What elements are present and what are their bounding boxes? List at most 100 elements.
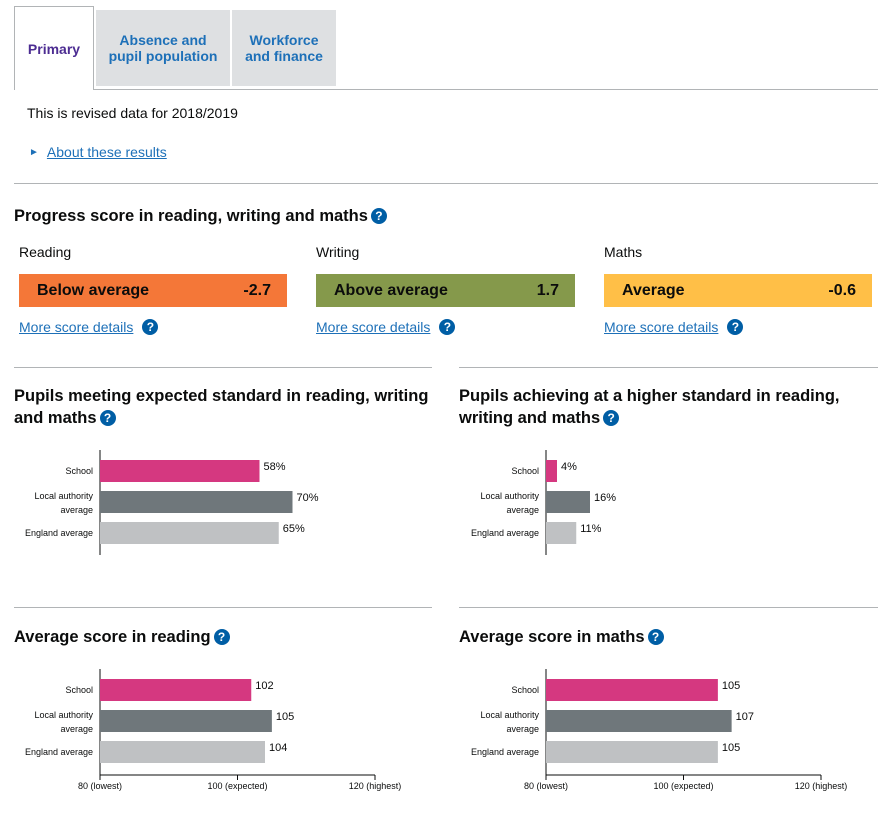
section-divider (14, 367, 432, 368)
section-divider (14, 607, 432, 608)
tab-absence-and-pupil-population[interactable]: Absence and pupil population (96, 10, 230, 86)
tab-primary-label: Primary (27, 40, 81, 57)
reading-score-chart: 80 (lowest) 100 (expected) 120 (highest) 10… (25, 669, 402, 791)
bar-value-label: 105 (276, 711, 294, 723)
bar-value-label: 4% (561, 461, 577, 473)
bar (100, 460, 260, 482)
bar-value-label: 58% (264, 461, 286, 473)
help-icon[interactable]: ? (99, 410, 116, 426)
category-label: England average (471, 747, 539, 757)
progress-maths: Maths Average -0.6 More score details ? (604, 244, 872, 335)
category-label: Local authority (34, 710, 93, 720)
category-label: England average (25, 528, 93, 538)
maths-score-chart: 80 (lowest) 100 (expected) 120 (highest) 10… (471, 669, 848, 791)
bar (546, 460, 557, 482)
x-tick-label: 100 (expected) (207, 781, 267, 791)
progress-subject-label: Maths (604, 244, 643, 260)
revised-data-note: This is revised data for 2018/2019 (27, 105, 238, 121)
bar-value-label: 11% (580, 523, 601, 535)
section-divider (14, 183, 878, 184)
tab-bar: Primary Absence and pupil population Work… (14, 6, 878, 90)
bar-value-label: 102 (255, 680, 273, 692)
bar (546, 522, 577, 544)
expected-standard-title: Pupils meeting expected standard in read… (14, 387, 429, 427)
tab-workforce-label: Workforce and finance (245, 32, 323, 64)
more-score-details-link[interactable]: More score details (604, 319, 719, 335)
about-results-toggle[interactable]: ► About these results (29, 144, 167, 160)
maths-score-title: Average score in maths? (459, 626, 664, 648)
progress-band: Above average (334, 281, 448, 299)
bar-value-label: 70% (297, 492, 319, 504)
category-label: Local authority (34, 491, 93, 501)
category-label: School (65, 685, 93, 695)
tab-bar-divider (14, 89, 878, 90)
tab-absence-label: Absence and pupil population (108, 32, 218, 64)
category-label: average (506, 724, 539, 734)
progress-score-bar: Above average 1.7 (316, 274, 575, 307)
bar (100, 679, 252, 701)
bar (546, 741, 718, 763)
bar-value-label: 16% (594, 492, 616, 504)
progress-title: Progress score in reading, writing and m… (14, 205, 387, 227)
higher-standard-chart: 4% School 16% Local authority average 11% Engl… (471, 450, 616, 555)
help-icon[interactable]: ? (647, 629, 664, 645)
progress-band: Below average (37, 281, 150, 299)
progress-score-bar: Below average -2.7 (19, 274, 287, 307)
progress-band: Average (622, 281, 685, 299)
bar-value-label: 105 (722, 742, 740, 754)
bar (100, 741, 265, 763)
progress-subject-label: Writing (316, 244, 360, 260)
category-label: England average (471, 528, 539, 538)
x-tick-label: 100 (expected) (653, 781, 713, 791)
category-label: School (511, 466, 539, 476)
help-icon[interactable]: ? (370, 208, 387, 224)
more-score-details[interactable]: More score details ? (316, 319, 575, 335)
category-label: England average (25, 747, 93, 757)
progress-subject-label: Reading (19, 244, 72, 260)
category-label: average (60, 724, 93, 734)
progress-writing: Writing Above average 1.7 More score det… (316, 244, 575, 335)
more-score-details-link[interactable]: More score details (19, 319, 134, 335)
help-icon[interactable]: ? (439, 319, 456, 335)
help-icon[interactable]: ? (727, 319, 744, 335)
about-results-link[interactable]: About these results (46, 144, 167, 160)
category-label: School (511, 685, 539, 695)
expected-standard-chart: 58% School 70% Local authority average 65% Eng… (25, 450, 319, 555)
help-icon[interactable]: ? (603, 410, 620, 426)
progress-score: -0.6 (828, 281, 856, 299)
progress-score: 1.7 (536, 281, 559, 299)
progress-reading: Reading Below average -2.7 More score de… (19, 244, 287, 335)
category-label: Local authority (480, 710, 539, 720)
x-tick-label: 80 (lowest) (524, 781, 568, 791)
category-label: average (506, 505, 539, 515)
bar-value-label: 104 (269, 742, 287, 754)
x-tick-label: 120 (highest) (349, 781, 402, 791)
bar (546, 710, 732, 732)
bar (100, 522, 279, 544)
tab-workforce-and-finance[interactable]: Workforce and finance (232, 10, 336, 86)
section-divider (459, 367, 878, 368)
expand-triangle-icon: ► (29, 146, 39, 158)
bar-value-label: 107 (736, 711, 754, 723)
bar (100, 710, 272, 732)
higher-standard-title: Pupils achieving at a higher standard in… (459, 387, 840, 427)
category-label: Local authority (480, 491, 539, 501)
category-label: School (65, 466, 93, 476)
section-divider (459, 607, 878, 608)
bar-value-label: 105 (722, 680, 740, 692)
progress-score-bar: Average -0.6 (604, 274, 872, 307)
tab-primary[interactable]: Primary (14, 6, 94, 90)
progress-score: -2.7 (243, 281, 271, 299)
x-tick-label: 80 (lowest) (78, 781, 122, 791)
bar (546, 679, 718, 701)
category-label: average (60, 505, 93, 515)
bar-value-label: 65% (283, 523, 305, 535)
reading-score-title: Average score in reading? (14, 626, 230, 648)
more-score-details[interactable]: More score details ? (604, 319, 872, 335)
x-tick-label: 120 (highest) (795, 781, 848, 791)
help-icon[interactable]: ? (142, 319, 159, 335)
more-score-details[interactable]: More score details ? (19, 319, 287, 335)
help-icon[interactable]: ? (213, 629, 230, 645)
bar (100, 491, 293, 513)
more-score-details-link[interactable]: More score details (316, 319, 431, 335)
